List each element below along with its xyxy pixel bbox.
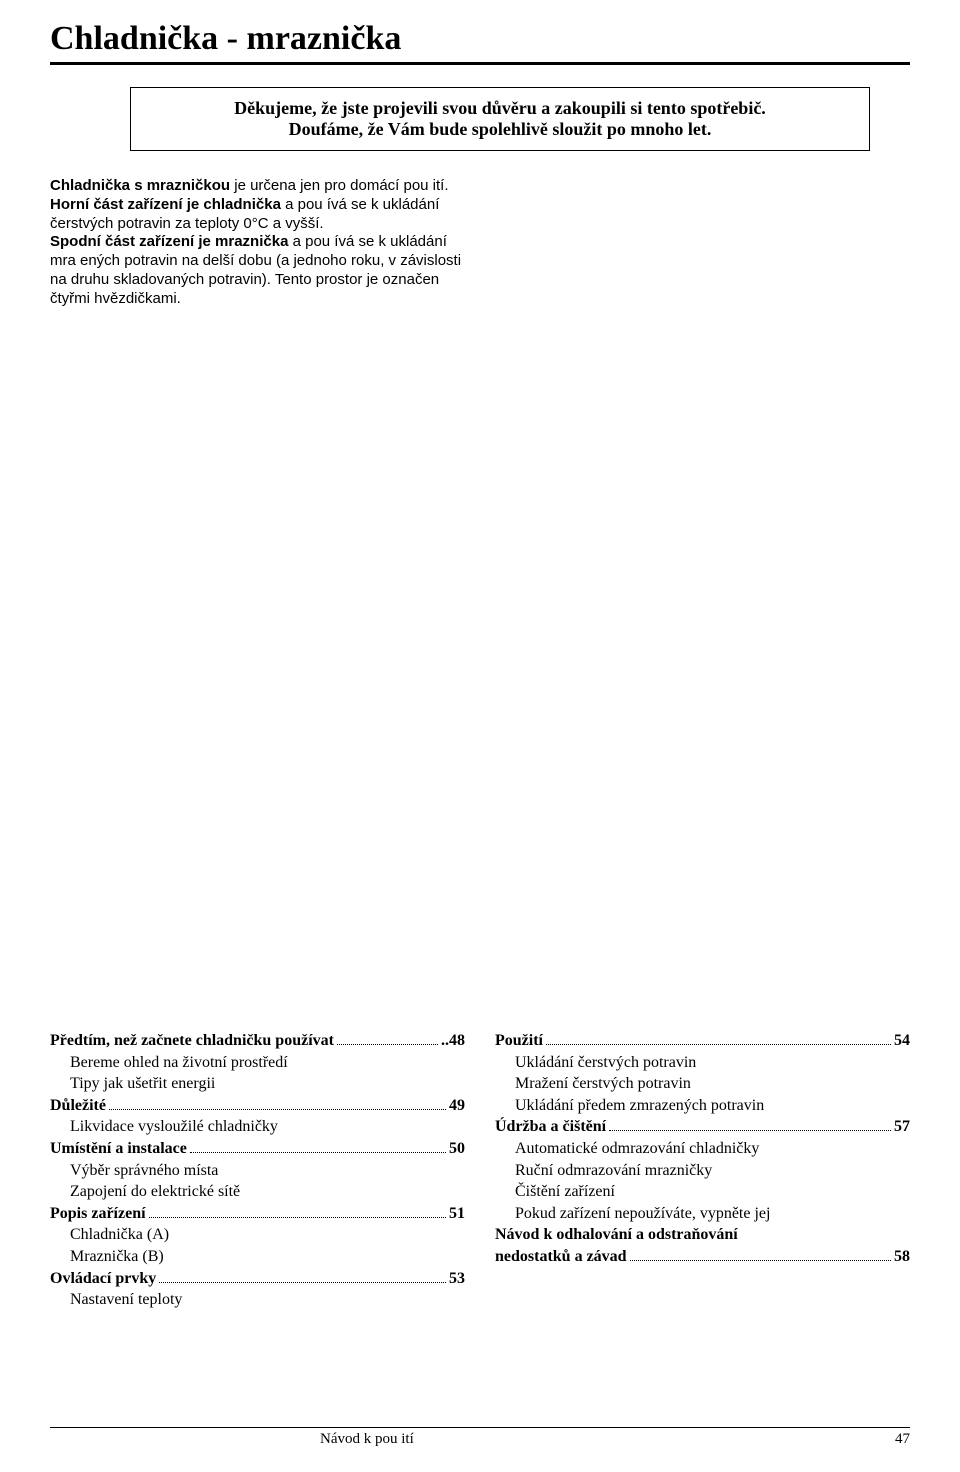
toc-sub-entry: Ukládání předem zmrazených potravin [495,1095,910,1117]
toc-entry-label: Návod k odhalování a odstraňování [495,1224,738,1246]
toc-sub-entry: Chladnička (A) [50,1224,465,1246]
toc-entry-page: 57 [894,1116,910,1138]
toc-entry-label: Pokud zařízení nepoužíváte, vypněte jej [515,1203,770,1225]
toc-entry-label: Bereme ohled na životní prostředí [70,1052,288,1074]
toc-entry-label: Automatické odmrazování chladničky [515,1138,759,1160]
toc-entry-label: Ruční odmrazování mrazničky [515,1160,712,1182]
toc-entry-label: Tipy jak ušetřit energii [70,1073,215,1095]
toc-entry: Návod k odhalování a odstraňování [495,1224,910,1246]
toc-entry-page: ..48 [441,1030,465,1052]
toc-sub-entry: Čištění zařízení [495,1181,910,1203]
toc-leader [337,1044,438,1045]
intro-p3-bold: Spodní část zařízení je mraznička [50,233,288,250]
toc-entry-label: Popis zařízení [50,1203,146,1225]
toc-sub-entry: Mraznička (B) [50,1246,465,1268]
toc-entry-label: Ukládání předem zmrazených potravin [515,1095,764,1117]
toc-sub-entry: Ukládání čerstvých potravin [495,1052,910,1074]
toc-sub-entry: Bereme ohled na životní prostředí [50,1052,465,1074]
toc-sub-entry: Zapojení do elektrické sítě [50,1181,465,1203]
toc-entry-label: Mraznička (B) [70,1246,164,1268]
toc-sub-entry: Nastavení teploty [50,1289,465,1311]
toc-entry-page: 53 [449,1268,465,1290]
toc-sub-entry: Mražení čerstvých potravin [495,1073,910,1095]
toc-left-column: Předtím, než začnete chladničku používat… [50,1030,465,1311]
table-of-contents: Předtím, než začnete chladničku používat… [50,1030,910,1311]
toc-leader [159,1282,446,1283]
toc-sub-entry: Likvidace vysloužilé chladničky [50,1116,465,1138]
intro-p1-bold: Chladnička s mrazničkou [50,177,230,194]
thank-line-1: Děkujeme, že jste projevili svou důvěru … [147,98,853,119]
intro-p2-bold: Horní část zařízení je chladnička [50,196,281,213]
page-footer: Návod k pou ití 47 [50,1427,910,1448]
toc-entry-label: Výběr správného místa [70,1160,218,1182]
toc-entry-label: Ovládací prvky [50,1268,156,1290]
toc-entry-label: nedostatků a závad [495,1246,627,1268]
toc-sub-entry: Ruční odmrazování mrazničky [495,1160,910,1182]
toc-entry-label: Nastavení teploty [70,1289,182,1311]
toc-entry: Umístění a instalace 50 [50,1138,465,1160]
toc-entry-label: Likvidace vysloužilé chladničky [70,1116,278,1138]
toc-entry-page: 58 [894,1246,910,1268]
thank-line-2: Doufáme, že Vám bude spolehlivě sloužit … [147,119,853,140]
toc-entry: Popis zařízení 51 [50,1203,465,1225]
toc-leader [109,1109,446,1110]
toc-leader [149,1217,446,1218]
toc-entry-label: Čištění zařízení [515,1181,615,1203]
toc-entry-label: Ukládání čerstvých potravin [515,1052,696,1074]
toc-entry-label: Použití [495,1030,543,1052]
toc-entry: Použití 54 [495,1030,910,1052]
toc-right-column: Použití 54Ukládání čerstvých potravinMra… [495,1030,910,1311]
toc-entry-page: 50 [449,1138,465,1160]
footer-page-number: 47 [895,1431,910,1448]
toc-entry: Předtím, než začnete chladničku používat… [50,1030,465,1052]
toc-entry-label: Chladnička (A) [70,1224,169,1246]
toc-entry: nedostatků a závad 58 [495,1246,910,1268]
toc-entry-page: 51 [449,1203,465,1225]
toc-leader [190,1152,446,1153]
intro-text: Chladnička s mrazničkou je určena jen pr… [50,177,463,308]
toc-entry-page: 54 [894,1030,910,1052]
thank-you-box: Děkujeme, že jste projevili svou důvěru … [130,87,870,151]
page-title: Chladnička - mraznička [50,20,910,65]
toc-sub-entry: Tipy jak ušetřit energii [50,1073,465,1095]
toc-entry: Ovládací prvky 53 [50,1268,465,1290]
toc-entry-label: Údržba a čištění [495,1116,606,1138]
toc-sub-entry: Pokud zařízení nepoužíváte, vypněte jej [495,1203,910,1225]
toc-leader [546,1044,891,1045]
intro-p1-text: je určena jen pro domácí pou ití. [230,177,448,194]
toc-sub-entry: Výběr správného místa [50,1160,465,1182]
toc-entry-label: Umístění a instalace [50,1138,187,1160]
toc-entry-label: Zapojení do elektrické sítě [70,1181,240,1203]
toc-sub-entry: Automatické odmrazování chladničky [495,1138,910,1160]
toc-entry-label: Důležité [50,1095,106,1117]
footer-caption: Návod k pou ití [320,1431,414,1448]
toc-entry-label: Mražení čerstvých potravin [515,1073,691,1095]
toc-entry-label: Předtím, než začnete chladničku používat [50,1030,334,1052]
toc-entry-page: 49 [449,1095,465,1117]
toc-leader [630,1260,891,1261]
toc-entry: Důležité 49 [50,1095,465,1117]
toc-entry: Údržba a čištění 57 [495,1116,910,1138]
toc-leader [609,1130,891,1131]
